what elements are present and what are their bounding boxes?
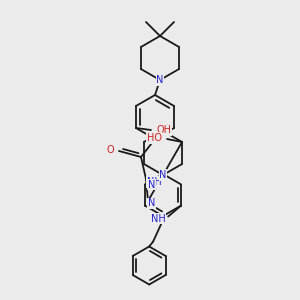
Text: OH: OH [156, 125, 171, 135]
Text: NH: NH [151, 214, 166, 224]
Text: N: N [148, 179, 155, 190]
Text: NH: NH [147, 177, 161, 187]
Text: N: N [159, 170, 167, 180]
Text: HO: HO [147, 133, 162, 143]
Text: O: O [106, 145, 114, 155]
Text: N: N [156, 75, 164, 85]
Text: N: N [148, 199, 155, 208]
